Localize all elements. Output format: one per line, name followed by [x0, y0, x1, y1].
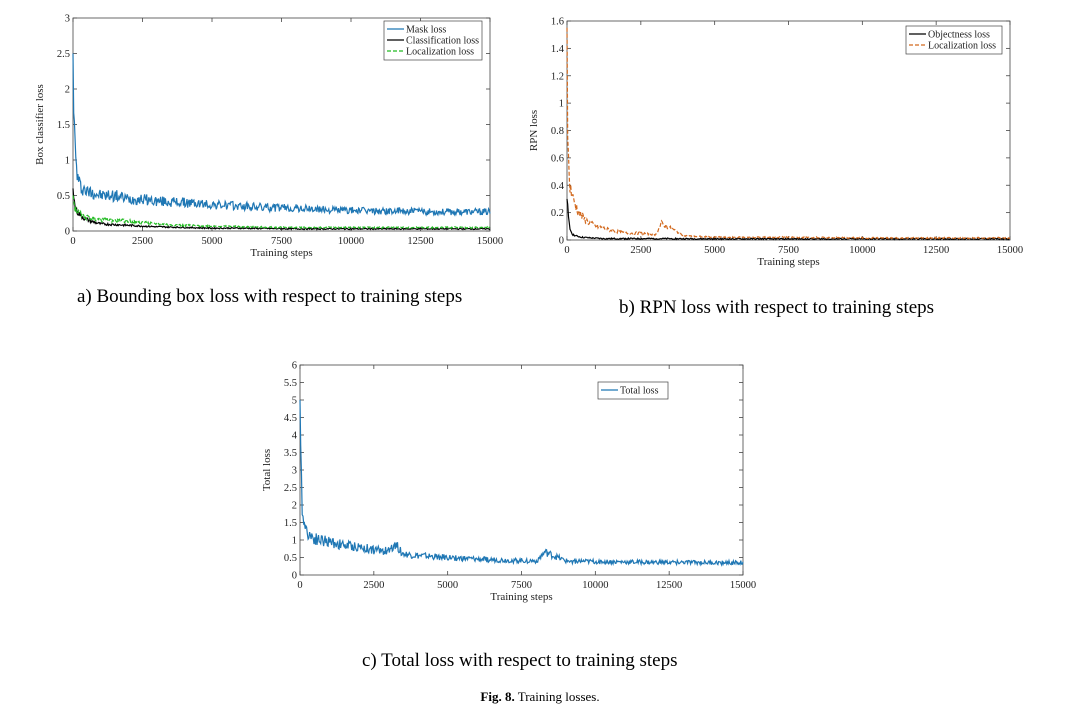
- chart-b-xtick-label: 7500: [778, 245, 799, 256]
- chart-a-ytick-label: 0.5: [57, 191, 70, 202]
- panel-c-caption: c) Total loss with respect to training s…: [362, 650, 678, 671]
- chart-b-legend-label: Objectness loss: [928, 30, 990, 41]
- chart-b-ytick-label: 0.6: [551, 153, 564, 164]
- chart-a-legend-label: Classification loss: [406, 36, 479, 47]
- chart-c-ytick-label: 3.5: [284, 448, 297, 459]
- chart-c-ytick-label: 0: [292, 571, 297, 582]
- chart-a-legend-label: Mask loss: [406, 25, 446, 36]
- chart-b-series-localization-loss: [566, 27, 1011, 240]
- chart-b-ytick-label: 0.4: [551, 181, 565, 192]
- chart-b-ytick-label: 1: [559, 99, 564, 110]
- chart-c-ytick-label: 0.5: [284, 553, 297, 564]
- chart-a-series-classification-loss: [72, 188, 491, 231]
- chart-b-ytick-label: 1.2: [551, 71, 564, 82]
- panel-a-caption: a) Bounding box loss with respect to tra…: [77, 286, 463, 307]
- chart-a-xtick-label: 10000: [338, 236, 364, 247]
- chart-a-xtick-label: 5000: [202, 236, 223, 247]
- chart-b-xtick-label: 0: [564, 245, 569, 256]
- figure-label: Fig. 8.: [480, 689, 515, 704]
- chart-b-xtick-label: 10000: [849, 245, 875, 256]
- chart-b-ylabel: RPN loss: [528, 110, 540, 151]
- chart-b-xtick-label: 2500: [630, 245, 651, 256]
- chart-a-xtick-label: 2500: [132, 236, 153, 247]
- chart-c-ytick-label: 5: [292, 396, 297, 407]
- chart-c-legend-label: Total loss: [620, 386, 659, 397]
- chart-c-ytick-label: 2.5: [284, 483, 297, 494]
- chart-b-ytick-label: 1.4: [551, 44, 565, 55]
- chart-b-xtick-label: 15000: [997, 245, 1023, 256]
- chart-c-ytick-label: 6: [292, 361, 297, 372]
- chart-b-xtick-label: 5000: [704, 245, 725, 256]
- chart-a-xtick-label: 7500: [271, 236, 292, 247]
- chart-c-xtick-label: 0: [297, 580, 302, 591]
- chart-c-xtick-label: 7500: [511, 580, 532, 591]
- chart-a-ytick-label: 1.5: [57, 120, 70, 131]
- chart-c-ytick-label: 1: [292, 536, 297, 547]
- chart-b-ytick-label: 0.2: [551, 208, 564, 219]
- chart-c-svg: 0 2500 5000 7500 10000 12500 15000 0 0.5 1 1.5 2 2.5…: [261, 361, 756, 604]
- chart-c-legend-box: [597, 381, 669, 400]
- chart-c-ytick-label: 5.5: [284, 378, 297, 389]
- chart-b-legend-label: Localization loss: [928, 41, 996, 52]
- chart-c-series-total-loss: [299, 399, 744, 567]
- chart-c-xtick-label: 10000: [582, 580, 608, 591]
- chart-b-legend-box: [905, 25, 1003, 55]
- chart-b-xlabel: Training steps: [757, 256, 819, 268]
- chart-c-ytick-label: 4: [292, 431, 298, 442]
- chart-b-xtick-label: 12500: [923, 245, 949, 256]
- chart-b: 0 2500 5000 7500 10000 12500 15000 0 0.2 0.4 0.6 0.…: [520, 0, 1080, 280]
- chart-a-xlabel: Training steps: [250, 247, 312, 259]
- chart-c-xtick-label: 15000: [730, 580, 756, 591]
- chart-a-ytick-label: 0: [65, 227, 70, 238]
- chart-b-ytick-label: 0: [559, 236, 564, 247]
- chart-c-ytick-label: 4.5: [284, 413, 297, 424]
- chart-a-svg: 0 2500 5000 7500 10000 12500 15000 0 0.5 1 1.5 2 2.5…: [34, 14, 503, 260]
- chart-a-xtick-label: 0: [70, 236, 75, 247]
- chart-c-xtick-label: 5000: [437, 580, 458, 591]
- chart-a-ytick-label: 1: [65, 156, 70, 167]
- chart-a-ytick-label: 3: [65, 14, 70, 25]
- chart-a: 0 2500 5000 7500 10000 12500 15000 0 0.5 1 1.5 2 2.5…: [0, 0, 520, 270]
- chart-a-xtick-label: 12500: [407, 236, 433, 247]
- chart-a-ytick-label: 2.5: [57, 49, 70, 60]
- chart-c-ylabel: Total loss: [261, 449, 273, 491]
- chart-c-xlabel: Training steps: [490, 591, 552, 603]
- chart-a-xtick-label: 15000: [477, 236, 503, 247]
- chart-c-xtick-label: 12500: [656, 580, 682, 591]
- chart-b-ytick-label: 1.6: [551, 17, 564, 28]
- figure-text: Training losses.: [517, 689, 600, 704]
- chart-a-series-mask-loss: [72, 53, 491, 217]
- chart-a-ytick-label: 2: [65, 85, 70, 96]
- chart-c-ytick-label: 1.5: [284, 518, 297, 529]
- chart-b-series-objectness-loss: [566, 198, 1010, 241]
- panel-b-caption: b) RPN loss with respect to training ste…: [619, 297, 935, 318]
- chart-c-axes-box: [299, 364, 744, 576]
- chart-a-series-localization-loss: [72, 195, 491, 230]
- chart-c-ytick-label: 3: [292, 466, 297, 477]
- chart-a-ylabel: Box classifier loss: [34, 84, 46, 165]
- chart-b-svg: 0 2500 5000 7500 10000 12500 15000 0 0.2 0.4 0.6 0.…: [528, 17, 1023, 269]
- chart-c: 0 2500 5000 7500 10000 12500 15000 0 0.5 1 1.5 2 2.5…: [250, 350, 780, 620]
- chart-a-legend-label: Localization loss: [406, 47, 474, 58]
- chart-c-ytick-label: 2: [292, 501, 297, 512]
- figure-caption: Fig. 8. Training losses.: [0, 689, 1080, 705]
- chart-c-xtick-label: 2500: [363, 580, 384, 591]
- chart-b-ytick-label: 0.8: [551, 126, 564, 137]
